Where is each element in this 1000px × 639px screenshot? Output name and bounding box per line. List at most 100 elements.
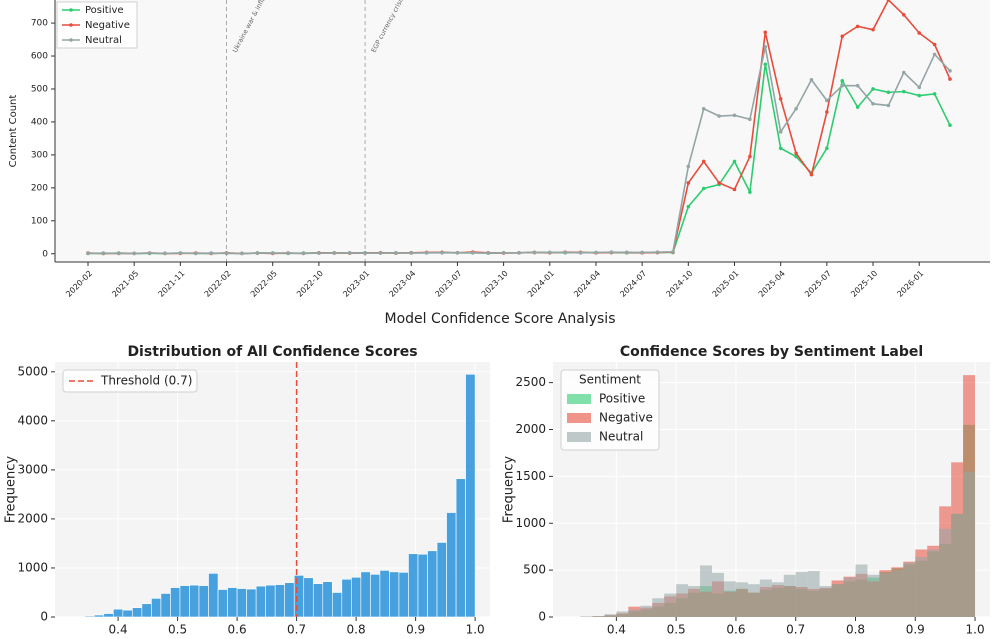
- point: [948, 77, 952, 81]
- bar: [179, 585, 190, 618]
- point: [932, 52, 937, 57]
- x-tick-label: 2025-10: [849, 269, 879, 299]
- point: [794, 151, 798, 156]
- bar: [807, 571, 820, 617]
- x-tick-label: 0.9: [906, 623, 925, 637]
- bar: [370, 574, 381, 618]
- x-tick-label: 2022-02: [203, 269, 233, 299]
- chart-title: Confidence Scores by Sentiment Label: [620, 344, 923, 360]
- x-tick-label: 2025-04: [757, 269, 787, 299]
- point: [763, 30, 768, 35]
- point: [578, 250, 583, 255]
- x-tick-label: 2024-07: [618, 269, 648, 299]
- bar: [819, 586, 832, 617]
- point: [209, 251, 213, 255]
- point: [840, 83, 845, 88]
- bar: [735, 582, 748, 617]
- point: [871, 102, 875, 106]
- point: [471, 250, 475, 255]
- point: [840, 34, 845, 39]
- bar: [927, 549, 940, 617]
- point: [871, 27, 875, 32]
- y-tick-label: 0: [40, 610, 48, 624]
- point: [701, 186, 706, 191]
- bar: [831, 584, 844, 617]
- bar: [141, 603, 152, 618]
- point: [917, 93, 922, 98]
- y-axis-label: Frequency: [4, 456, 19, 523]
- bar: [227, 587, 238, 618]
- x-tick-label: 0.4: [109, 623, 128, 637]
- x-tick-label: 0.6: [228, 623, 247, 637]
- x-tick-label: 2023-04: [387, 269, 417, 299]
- x-tick-label: 0.9: [406, 623, 425, 637]
- point: [778, 146, 783, 151]
- point: [424, 250, 429, 255]
- point: [163, 251, 167, 256]
- point: [655, 250, 660, 254]
- point: [902, 70, 906, 75]
- bar: [676, 584, 689, 617]
- x-tick-label: 1.0: [966, 623, 985, 637]
- x-tick-label: 0.7: [287, 623, 306, 637]
- x-tick-label: 1.0: [466, 623, 485, 637]
- bar: [246, 588, 257, 618]
- point: [317, 251, 321, 255]
- point: [686, 164, 691, 169]
- point: [547, 250, 552, 255]
- bar: [255, 585, 266, 618]
- x-tick-label: 2023-07: [434, 269, 464, 299]
- y-tick-label: 2000: [515, 422, 546, 436]
- y-tick-label: 0: [538, 610, 546, 624]
- point: [840, 78, 845, 83]
- point: [717, 114, 721, 118]
- y-tick-label: 0: [42, 249, 48, 259]
- x-tick-label: 2024-04: [572, 269, 602, 299]
- point: [778, 97, 783, 101]
- legend-box: [62, 369, 198, 393]
- point: [501, 250, 506, 255]
- y-tick-label: 500: [523, 563, 546, 577]
- bar: [747, 584, 760, 617]
- point: [917, 85, 922, 90]
- bar: [664, 593, 677, 617]
- legend-title: Sentiment: [579, 373, 641, 387]
- bar: [688, 586, 701, 617]
- point: [778, 130, 783, 134]
- y-tick-label: 200: [31, 183, 48, 193]
- bar: [312, 583, 324, 618]
- bar: [759, 579, 772, 617]
- point: [763, 44, 768, 49]
- chart-title: Distribution of All Confidence Scores: [127, 344, 417, 360]
- legend-label: Positive: [85, 5, 124, 16]
- point: [855, 24, 860, 29]
- bar: [103, 613, 114, 618]
- bar: [712, 572, 724, 617]
- point: [917, 31, 922, 35]
- bar: [341, 578, 352, 618]
- point: [732, 187, 737, 192]
- bar: [84, 615, 95, 618]
- bar: [332, 592, 343, 618]
- point: [101, 251, 106, 255]
- x-tick-label: 0.6: [726, 623, 745, 637]
- bar: [408, 553, 419, 618]
- bar: [446, 512, 457, 618]
- bar: [855, 564, 868, 617]
- point: [116, 251, 121, 256]
- legend-marker: [69, 23, 73, 27]
- point: [932, 42, 937, 47]
- x-tick-label: 2025-01: [711, 269, 741, 299]
- point: [948, 69, 952, 73]
- bar: [628, 609, 641, 617]
- legend-label: Neutral: [85, 35, 122, 46]
- bar: [783, 574, 796, 617]
- bar: [360, 571, 371, 618]
- bar: [122, 609, 133, 618]
- point: [748, 117, 752, 122]
- bar: [398, 572, 409, 618]
- point: [270, 251, 275, 255]
- point: [132, 251, 136, 256]
- bar: [700, 565, 713, 617]
- y-tick-label: 2000: [17, 511, 48, 525]
